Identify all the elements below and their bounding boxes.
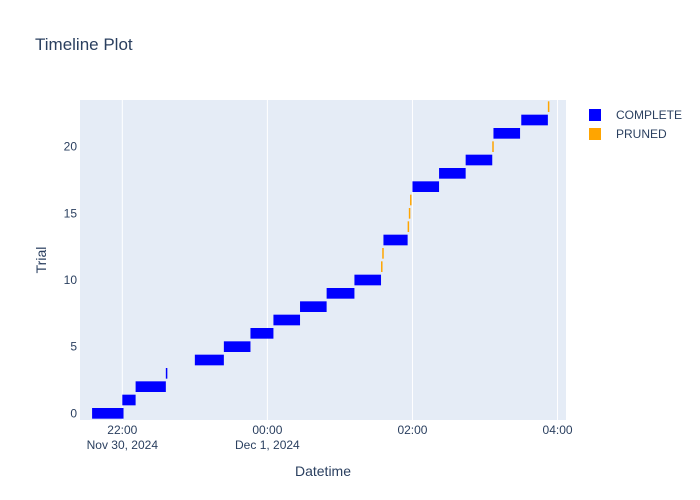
trial-bar-15[interactable] [408,208,411,219]
legend-item-complete[interactable]: COMPLETE [589,108,682,122]
plot-area [80,100,566,420]
x-tick-date: Dec 1, 2024 [235,438,300,452]
trial-bar-21[interactable] [493,128,521,139]
trial-bar-9[interactable] [326,288,355,299]
x-tick-label: 04:00 [543,423,573,437]
trial-bar-23[interactable] [547,101,550,112]
trial-bar-20[interactable] [492,141,494,152]
x-tick-label: 02:00 [397,423,427,437]
grid-lines [121,100,559,420]
trial-bar-16[interactable] [410,194,412,206]
y-axis-title: Trial [33,247,49,274]
trial-bar-3[interactable] [165,368,168,379]
trial-bar-5[interactable] [223,341,251,352]
trial-bar-12[interactable] [382,248,384,259]
trial-bar-7[interactable] [273,314,301,326]
legend[interactable]: COMPLETE PRUNED [589,108,682,141]
x-tick-date: Nov 30, 2024 [87,438,159,452]
trial-bar-13[interactable] [383,234,408,246]
trial-bar-22[interactable] [521,114,548,126]
y-axis-ticks: 0 5 10 15 20 [64,140,78,421]
x-tick-label: 00:00 [252,423,282,437]
y-tick-label: 10 [64,273,78,287]
trial-bar-17[interactable] [412,181,440,192]
trial-bar-10[interactable] [354,274,382,286]
y-tick-label: 5 [70,340,77,354]
trial-bar-2[interactable] [135,381,166,392]
trial-bar-4[interactable] [194,354,224,366]
trial-bar-14[interactable] [407,221,410,232]
trial-bar-8[interactable] [300,301,327,312]
trial-bar-19[interactable] [465,154,493,166]
x-axis-title: Datetime [295,463,351,479]
bars-layer [92,101,550,419]
legend-swatch [589,128,601,140]
legend-label: COMPLETE [616,108,682,122]
x-tick-label: 22:00 [107,423,137,437]
trial-bar-11[interactable] [381,261,383,272]
trial-bar-6[interactable] [250,328,274,339]
chart-title: Timeline Plot [35,35,133,54]
y-tick-label: 15 [64,206,78,220]
trial-bar-18[interactable] [439,168,466,179]
trial-bar-0[interactable] [92,408,124,419]
trial-bar-1[interactable] [122,394,136,406]
legend-label: PRUNED [616,127,667,141]
legend-swatch [589,109,601,121]
y-tick-label: 0 [70,406,77,420]
legend-item-pruned[interactable]: PRUNED [589,127,667,141]
y-tick-label: 20 [64,140,78,154]
